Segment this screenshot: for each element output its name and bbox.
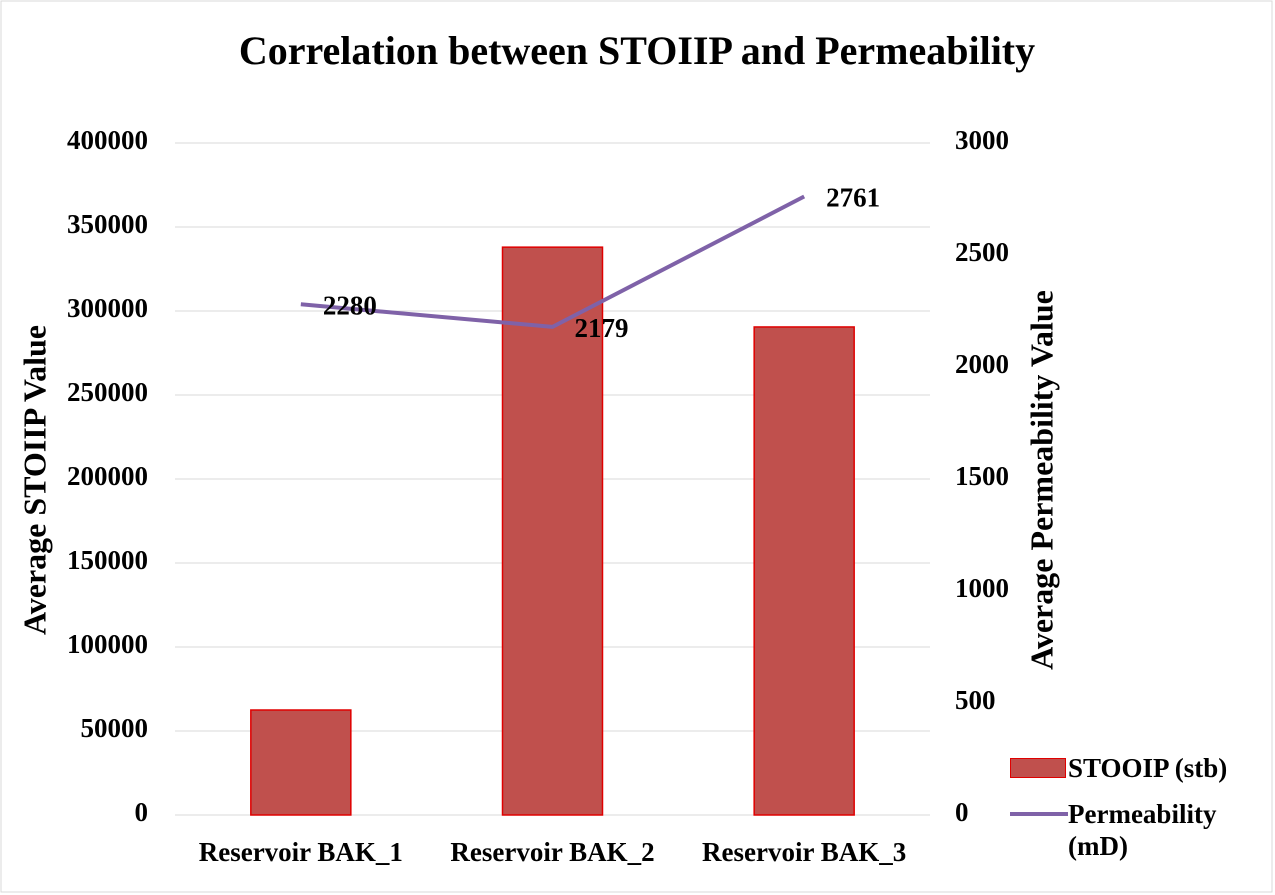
y2-tick-label: 1500	[955, 461, 1009, 491]
legend-label: Permeability (mD)	[1068, 799, 1217, 861]
y-tick-label: 0	[135, 797, 149, 827]
y2-tick-label: 0	[955, 797, 969, 827]
y2-tick-label: 500	[955, 685, 996, 715]
y2-tick-label: 3000	[955, 125, 1009, 155]
legend-swatch	[1010, 752, 1068, 782]
x-tick-label: Reservoir BAK_2	[450, 837, 654, 867]
y-tick-label: 200000	[67, 461, 148, 491]
data-label: 2761	[826, 183, 880, 213]
y-tick-label: 300000	[67, 293, 148, 323]
y-tick-label: 150000	[67, 545, 148, 575]
legend-item: STOOIP (stb)	[1010, 752, 1260, 784]
y-tick-label: 350000	[67, 209, 148, 239]
y2-tick-label: 2000	[955, 349, 1009, 379]
data-label: 2179	[575, 313, 629, 343]
data-label: 2280	[323, 290, 377, 320]
y2-tick-label: 1000	[955, 573, 1009, 603]
legend-label: STOOIP (stb)	[1068, 753, 1228, 783]
bar	[753, 326, 855, 816]
y-axis-label: Average STOIIP Value	[16, 325, 52, 635]
x-tick-label: Reservoir BAK_3	[702, 837, 906, 867]
legend: STOOIP (stb) Permeability (mD)	[1010, 752, 1260, 876]
y-tick-label: 250000	[67, 377, 148, 407]
bar	[501, 246, 604, 816]
y2-tick-label: 2500	[955, 237, 1009, 267]
legend-item: Permeability (mD)	[1010, 798, 1260, 862]
legend-swatch	[1010, 798, 1068, 828]
y-tick-label: 50000	[81, 713, 149, 743]
line	[300, 194, 806, 329]
bar	[250, 709, 352, 816]
y-tick-label: 100000	[67, 629, 148, 659]
x-tick-label: Reservoir BAK_1	[199, 837, 403, 867]
y-tick-label: 400000	[67, 125, 148, 155]
y2-axis-label: Average Permeability Value	[1023, 290, 1059, 670]
chart-title: Correlation between STOIIP and Permeabil…	[239, 28, 1035, 73]
